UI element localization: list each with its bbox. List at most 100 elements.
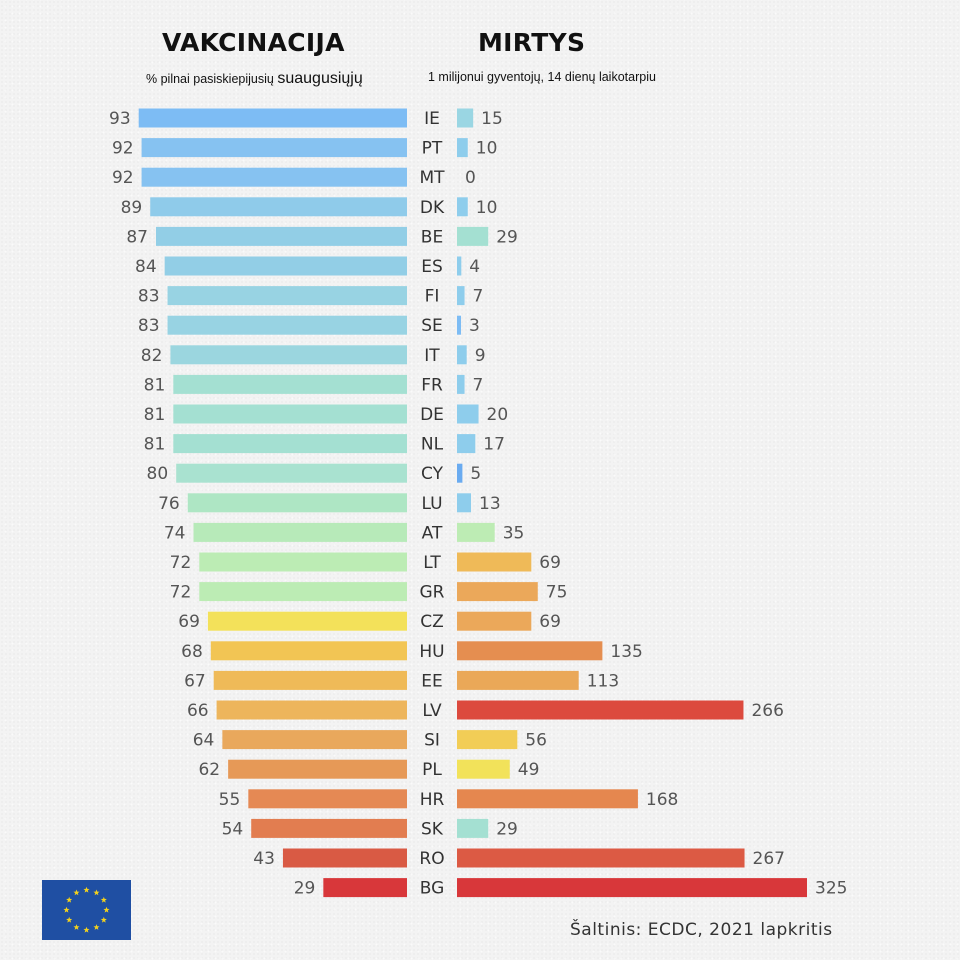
vaccination-value-lv: 66 [187, 701, 209, 721]
vaccination-bar-de [173, 404, 407, 424]
vaccination-bar-mt [141, 167, 407, 187]
left-subtitle-big: suaugusiųjų [277, 70, 363, 87]
vaccination-bar-lv [216, 700, 407, 720]
deaths-bar-sk [457, 818, 489, 838]
deaths-value-fr: 7 [473, 375, 484, 395]
country-code-ro: RO [419, 849, 444, 869]
deaths-bar-at [457, 522, 495, 542]
deaths-bar-cy [457, 463, 463, 483]
deaths-value-ie: 15 [481, 109, 503, 129]
deaths-value-se: 3 [469, 316, 480, 336]
deaths-bar-si [457, 730, 518, 750]
eu-star [93, 924, 100, 930]
source-note: Šaltinis: ECDC, 2021 lapkritis [570, 920, 833, 940]
vaccination-bar-sk [251, 818, 407, 838]
deaths-value-hr: 168 [646, 790, 678, 810]
vaccination-bar-dk [150, 197, 408, 217]
eu-star [73, 889, 80, 896]
vaccination-value-cz: 69 [178, 612, 200, 632]
deaths-bar-hr [457, 789, 638, 809]
deaths-value-sk: 29 [496, 819, 518, 839]
eu-star [66, 916, 73, 923]
deaths-bar-it [457, 345, 467, 365]
vaccination-bar-es [164, 256, 407, 276]
country-code-ee: EE [421, 671, 442, 691]
deaths-bar-es [457, 256, 462, 276]
deaths-value-cy: 5 [470, 464, 481, 484]
vaccination-value-pt: 92 [112, 139, 134, 159]
vaccination-value-hu: 68 [181, 642, 203, 662]
vaccination-value-fr: 81 [144, 375, 166, 395]
vaccination-bar-nl [173, 434, 407, 454]
eu-star [83, 886, 90, 893]
vaccination-value-sk: 54 [222, 819, 244, 839]
vaccination-value-fi: 83 [138, 287, 160, 307]
eu-star [66, 896, 73, 903]
deaths-bar-gr [457, 582, 538, 602]
eu-star [93, 889, 100, 896]
vaccination-bar-fr [173, 374, 407, 394]
deaths-bar-de [457, 404, 479, 424]
vaccination-bar-hr [248, 789, 407, 809]
country-code-fi: FI [425, 287, 440, 307]
eu-flag-icon [42, 880, 131, 940]
deaths-bar-lu [457, 493, 471, 513]
deaths-value-lt: 69 [539, 553, 561, 573]
deaths-value-gr: 75 [546, 583, 568, 603]
vaccination-bar-ie [138, 108, 407, 128]
country-code-cz: CZ [420, 612, 444, 632]
eu-star [100, 916, 107, 923]
deaths-value-pl: 49 [518, 760, 540, 780]
deaths-bar-ro [457, 848, 745, 868]
vaccination-value-ie: 93 [109, 109, 131, 129]
vaccination-bar-hu [210, 641, 407, 661]
right-chart-subtitle: 1 milijonui gyventojų, 14 dienų laikotar… [428, 70, 656, 84]
deaths-bar-bg [457, 878, 807, 898]
deaths-bar-pl [457, 759, 510, 779]
country-code-pt: PT [422, 139, 443, 159]
eu-star [103, 906, 110, 913]
country-code-de: DE [420, 405, 444, 425]
vaccination-bar-lt [199, 552, 407, 572]
vaccination-bar-se [167, 315, 407, 335]
vaccination-bar-gr [199, 582, 407, 602]
deaths-value-dk: 10 [476, 198, 498, 218]
deaths-value-nl: 17 [483, 435, 505, 455]
left-subtitle-small: % pilnai pasiskiepijusių [146, 72, 274, 86]
vaccination-bar-fi [167, 286, 407, 306]
vaccination-value-se: 83 [138, 316, 160, 336]
vaccination-bar-ro [282, 848, 407, 868]
deaths-value-be: 29 [496, 227, 518, 247]
deaths-value-de: 20 [487, 405, 509, 425]
deaths-bar-lv [457, 700, 744, 720]
country-code-lv: LV [422, 701, 442, 721]
vaccination-value-bg: 29 [294, 879, 316, 899]
vaccination-bar-be [156, 226, 407, 246]
country-code-pl: PL [422, 760, 442, 780]
vaccination-value-ro: 43 [253, 849, 275, 869]
vaccination-bar-cy [176, 463, 407, 483]
deaths-bar-ie [457, 108, 474, 128]
deaths-value-ro: 267 [753, 849, 785, 869]
vaccination-bar-pl [228, 759, 407, 779]
vaccination-value-at: 74 [164, 523, 186, 543]
vaccination-bar-bg [323, 878, 407, 898]
deaths-value-fi: 7 [473, 287, 484, 307]
eu-star [83, 926, 90, 933]
country-code-hr: HR [420, 790, 445, 810]
eu-star [73, 924, 80, 930]
vaccination-bar-ee [213, 670, 407, 690]
vaccination-value-dk: 89 [121, 198, 143, 218]
deaths-bar-nl [457, 434, 476, 454]
country-code-lu: LU [421, 494, 442, 514]
deaths-value-bg: 325 [815, 879, 847, 899]
country-code-be: BE [421, 227, 443, 247]
right-chart-title: MIRTYS [478, 28, 586, 57]
country-code-lt: LT [423, 553, 441, 573]
deaths-value-mt: 0 [465, 168, 476, 188]
vaccination-value-si: 64 [193, 731, 215, 751]
vaccination-value-hr: 55 [219, 790, 241, 810]
deaths-bar-se [457, 315, 461, 335]
deaths-bar-dk [457, 197, 468, 217]
deaths-bar-ee [457, 670, 579, 690]
